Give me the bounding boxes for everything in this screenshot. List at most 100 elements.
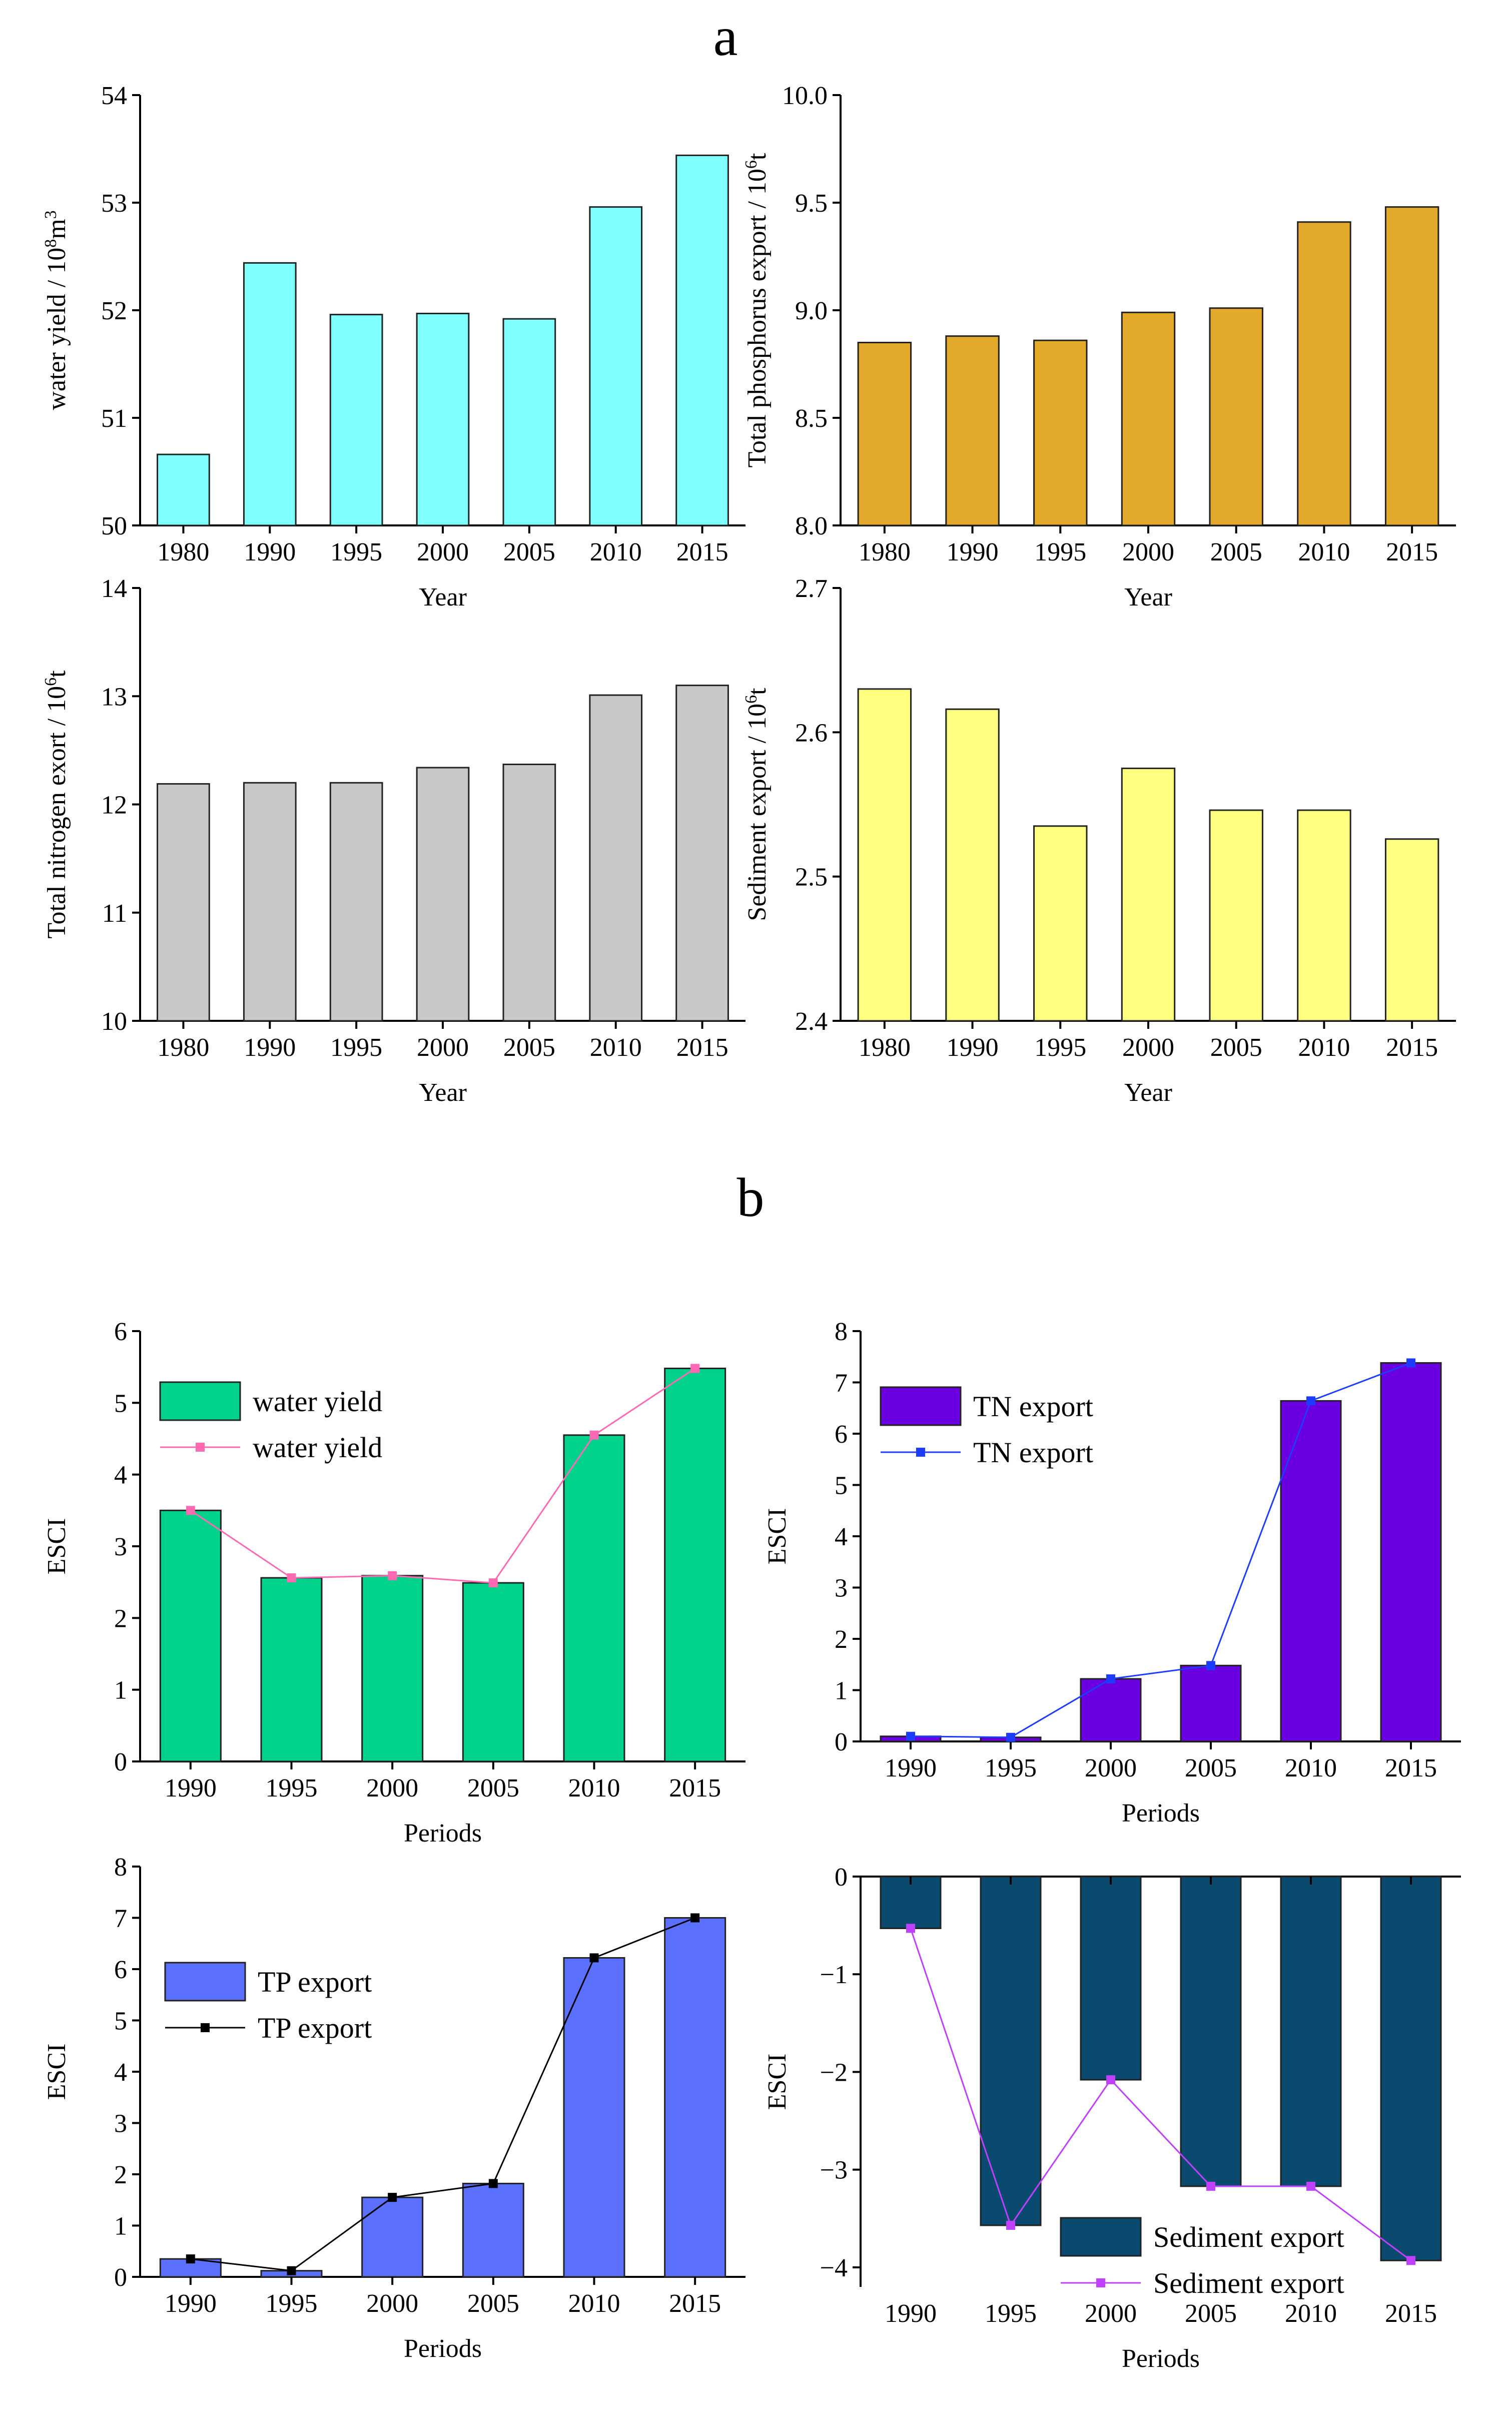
series-point [1106,2075,1115,2085]
legend-line-marker [916,1448,925,1457]
chart-a1: 50 51 52 53 54 1980 1990 1995 2000 2005 2010 2015 Ye… [42,82,745,612]
x-tick-label: 2005 [503,1033,555,1062]
series-point [690,1364,700,1373]
x-tick-label: 1995 [985,2299,1037,2328]
y-tick-label: 9.5 [795,189,828,218]
y-axis-label-part: 6 [742,695,761,704]
y-tick-label: 53 [101,189,127,218]
series-line [910,1362,1411,1738]
bar [664,1368,726,1762]
y-tick-label: 50 [101,512,127,540]
bar [462,1582,524,1762]
series-point [287,2266,296,2275]
y-axis-label-part: water yield / 10 [43,248,71,410]
bar [502,318,556,526]
x-tick-label: 2005 [1185,1754,1237,1782]
y-tick-label: 52 [101,297,127,325]
bar [462,2182,524,2278]
bar [1380,1362,1442,1742]
bar [260,1577,323,1762]
x-tick-label: 2000 [1122,538,1174,566]
legend-line-label: water yield [253,1431,382,1464]
bar [945,708,1000,1022]
y-tick-label: 2 [114,2161,127,2189]
y-tick-label: 8.5 [795,404,828,433]
series-point [906,1924,915,1933]
y-tick-label: 10.0 [782,82,828,110]
y-tick-label: 8.0 [795,512,828,540]
x-tick-label: 2010 [568,1774,620,1802]
series-point [186,2254,195,2264]
y-tick-label: 0 [114,1748,127,1776]
legend-bar-label: TN export [973,1390,1093,1423]
bar [329,314,383,526]
x-tick-label: 2005 [467,2289,519,2318]
y-tick-label: 8 [835,1318,848,1346]
x-tick-label: 2015 [669,1774,721,1802]
y-axis-label-part: 6 [742,160,761,169]
x-tick-label: 2015 [669,2289,721,2318]
bar [329,782,383,1022]
x-tick-label: 1990 [244,538,296,566]
bar [1033,339,1088,526]
x-tick-label: 1995 [330,1033,382,1062]
series-point [1406,2256,1415,2265]
series-line [910,1928,1411,2261]
y-tick-label: 2.6 [795,719,828,747]
y-axis-label: water yield / 108m3 [42,210,72,410]
legend-bar-swatch [880,1386,962,1426]
x-tick-label: 2005 [1185,2299,1237,2328]
series-line [190,1917,695,2272]
y-tick-label: 5 [835,1472,848,1500]
y-axis-label-part: Sediment export / 10 [743,704,772,921]
series-point [287,1573,296,1583]
y-tick-label: 2 [835,1625,848,1654]
x-tick-label: 2010 [1298,1033,1350,1062]
series-point [388,2193,397,2202]
x-tick-label: 2015 [1386,538,1438,566]
y-tick-label: 3 [835,1574,848,1603]
y-tick-label: 7 [114,1905,127,1933]
bar [416,312,470,526]
bar [1180,1664,1242,1742]
legend-bar-swatch [1060,2217,1142,2257]
y-tick-label: 12 [101,791,127,820]
legend-line-label: TN export [973,1436,1093,1469]
bar [1209,809,1263,1022]
chart-b4: 0 −1 −2 −3 −4 1990 1995 2000 2005 2010 2015 Periods… [763,1863,1461,2373]
y-tick-label: 13 [101,683,127,711]
x-tick-label: 2015 [1385,1754,1437,1782]
bar [416,767,470,1022]
bar [1384,838,1439,1022]
bar [589,206,643,526]
bar [563,1434,625,1762]
series-point [488,1578,498,1588]
chart-a2: 8.0 8.5 9.0 9.5 10.0 1980 1990 1995 2000 2005 2010… [742,82,1456,612]
x-tick-label: 2010 [1285,1754,1337,1782]
y-tick-label: 4 [835,1523,848,1551]
series-line [190,1368,695,1584]
series-point [1006,1732,1015,1742]
y-tick-label: −4 [820,2254,848,2282]
y-tick-label: 1 [835,1677,848,1705]
x-tick-label: 1990 [885,1754,937,1782]
x-tick-label: 1980 [859,1033,911,1062]
x-tick-label: 2015 [1385,2299,1437,2328]
bar [159,1509,222,1762]
bar [1080,1678,1142,1742]
x-tick-label: 2010 [1285,2299,1337,2328]
legend-line-marker [201,2023,210,2032]
y-axis-label-part: Total phosphorus export / 10 [743,169,772,467]
x-tick-label: 2015 [1386,1033,1438,1062]
series-point [1306,1396,1315,1406]
x-axis-label: Periods [404,1819,482,1848]
y-tick-label: 1 [114,1676,127,1705]
panel-label-b: b [737,1167,765,1228]
bar [1121,767,1176,1022]
x-tick-label: 1990 [885,2299,937,2328]
y-tick-label: 1 [114,2212,127,2241]
x-tick-label: 2010 [590,538,642,566]
chart-b3: 0 1 2 3 4 5 6 7 8 1990 1995 2000 2005 2010 2015 Periods… [43,1853,745,2363]
series-point [1206,1661,1215,1670]
